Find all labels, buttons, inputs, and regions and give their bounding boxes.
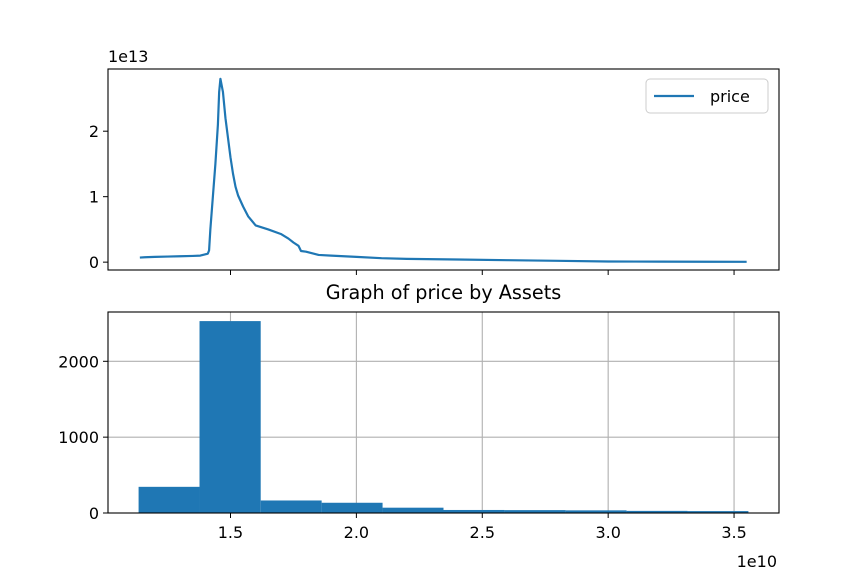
y-tick-label: 1000 bbox=[58, 428, 99, 447]
x-tick-label: 3.0 bbox=[595, 523, 620, 542]
x-tick-label: 1.5 bbox=[218, 523, 243, 542]
y-tick-label: 2000 bbox=[58, 352, 99, 371]
price-line-series bbox=[139, 77, 747, 263]
histogram-bar-1 bbox=[138, 486, 200, 513]
histogram-bar-6 bbox=[443, 509, 505, 513]
line-chart-y-ticks: 0 1 2 bbox=[89, 122, 108, 272]
histogram-bar-7 bbox=[504, 510, 566, 513]
x-offset-text: 1e10 bbox=[737, 552, 777, 571]
series-line-price bbox=[139, 77, 747, 263]
x-tick-label: 2.5 bbox=[470, 523, 495, 542]
legend-label-price: price bbox=[710, 87, 750, 106]
y-tick-label: 1 bbox=[89, 188, 99, 207]
line-chart-frame bbox=[107, 68, 780, 271]
histogram-frame bbox=[107, 311, 780, 514]
histogram-bar-5 bbox=[382, 507, 444, 513]
histogram-axes: Graph of price by Assets 0 1000 2000 1.5 2.… bbox=[58, 281, 780, 571]
histogram-bar-3 bbox=[260, 500, 322, 513]
legend-box bbox=[645, 78, 769, 114]
histogram-bar-9 bbox=[626, 510, 688, 513]
line-chart-axes: 0 1 2 1e13 price bbox=[89, 47, 780, 275]
histogram-x-ticks: 1.5 2.0 2.5 3.0 3.5 bbox=[218, 513, 747, 542]
histogram-bar-4 bbox=[321, 502, 383, 513]
histogram-bar-8 bbox=[565, 510, 627, 513]
line-chart-x-ticks bbox=[229, 270, 735, 275]
histogram-bars bbox=[138, 321, 749, 513]
y-tick-label: 0 bbox=[89, 253, 99, 272]
histogram-bar-2 bbox=[199, 321, 261, 513]
y-tick-label: 0 bbox=[89, 504, 99, 523]
x-tick-label: 2.0 bbox=[344, 523, 369, 542]
histogram-y-ticks: 0 1000 2000 bbox=[58, 352, 108, 523]
x-tick-label: 3.5 bbox=[721, 523, 746, 542]
y-tick-label: 2 bbox=[89, 122, 99, 141]
histogram-bar-10 bbox=[687, 511, 749, 513]
y-offset-text: 1e13 bbox=[108, 47, 148, 66]
legend: price bbox=[645, 78, 769, 114]
chart-title: Graph of price by Assets bbox=[326, 281, 561, 304]
